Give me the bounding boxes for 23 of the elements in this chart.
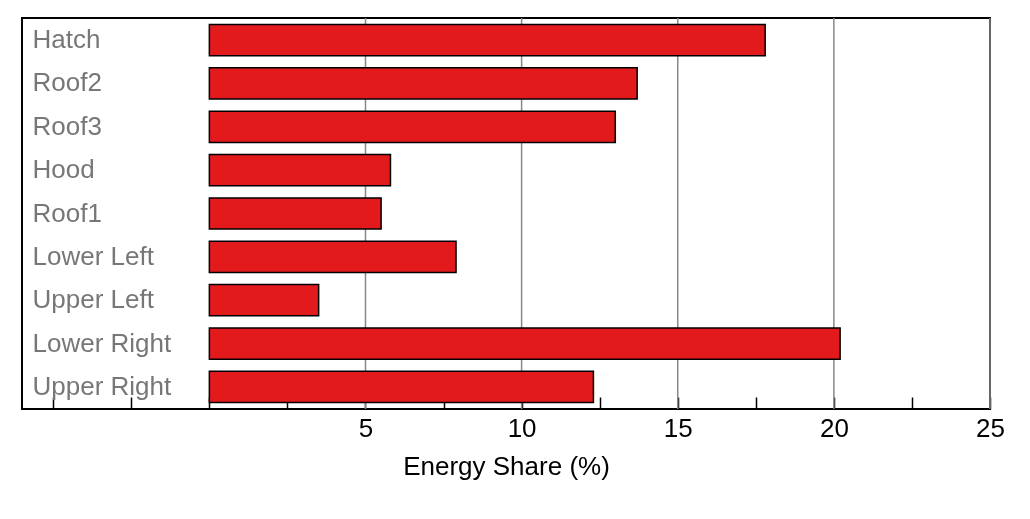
- bar: [208, 153, 392, 187]
- x-tick-label: 20: [819, 412, 849, 443]
- bar: [208, 327, 841, 360]
- bar: [208, 197, 382, 230]
- y-tick-label: Lower Left: [32, 240, 155, 271]
- bar: [208, 240, 457, 274]
- x-axis-title: Energy Share (%): [403, 450, 610, 481]
- y-tick-label: Roof1: [32, 197, 102, 228]
- x-tick-label: 15: [663, 412, 693, 443]
- y-tick-label: Hood: [32, 154, 95, 185]
- bar: [208, 67, 638, 100]
- bar: [208, 283, 320, 317]
- y-tick-label: Roof2: [32, 67, 102, 98]
- bar: [208, 110, 617, 144]
- y-tick-label: Hatch: [32, 24, 101, 55]
- y-tick-label: Lower Right: [32, 327, 173, 358]
- y-tick-label: Upper Left: [32, 284, 155, 315]
- x-tick-label: 5: [358, 412, 374, 443]
- bar: [208, 23, 766, 57]
- x-tick-label: 10: [507, 412, 537, 443]
- y-tick-label: Roof3: [32, 110, 102, 141]
- x-tick-label: 25: [976, 412, 1005, 443]
- y-tick-label: Upper Right: [32, 370, 173, 401]
